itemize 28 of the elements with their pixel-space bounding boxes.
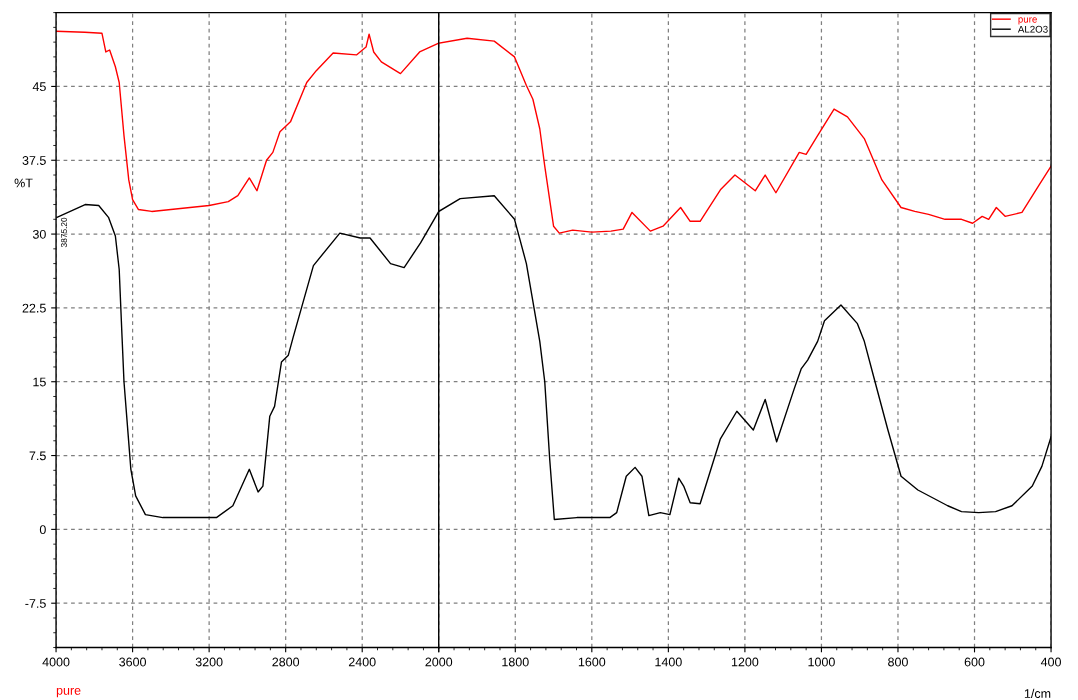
y-tick-label: 0 — [39, 525, 46, 535]
x-tick-label: 2000 — [425, 657, 453, 667]
legend-label: AL2O3 — [1017, 25, 1048, 33]
text: pure — [56, 687, 81, 698]
y-tick-label: 15 — [33, 377, 46, 387]
x-tick-label: 1000 — [808, 657, 835, 667]
legend-label: pure — [1018, 17, 1037, 25]
x-tick-label: 1600 — [578, 657, 606, 667]
y-tick-label: 37.5 — [22, 156, 46, 165]
x-tick-label: 400 — [1040, 657, 1061, 667]
x-tick-label: 800 — [888, 657, 908, 667]
x-axis-title: 1/cm — [1024, 688, 1051, 698]
x-tick-label: 1800 — [502, 657, 529, 667]
x-tick-label: 3200 — [195, 657, 223, 667]
y-tick-label: 45 — [32, 82, 46, 92]
y-axis-title: %T — [14, 178, 33, 188]
y-tick-label: 30 — [32, 229, 46, 239]
x-tick-label: 2800 — [272, 657, 300, 667]
y-tick-label: -7.5 — [25, 599, 46, 608]
annotation: 3875.20 — [61, 217, 67, 248]
y-tick-label: 7.5 — [29, 451, 46, 461]
x-tick-label: 600 — [964, 657, 985, 667]
x-tick-label: 1400 — [655, 657, 682, 667]
x-tick-label: 3600 — [119, 657, 147, 667]
x-tick-label: 1200 — [731, 657, 759, 667]
y-tick-label: 22.5 — [22, 303, 46, 313]
x-tick-label: 4000 — [42, 657, 70, 667]
x-tick-label: 2400 — [348, 657, 376, 667]
